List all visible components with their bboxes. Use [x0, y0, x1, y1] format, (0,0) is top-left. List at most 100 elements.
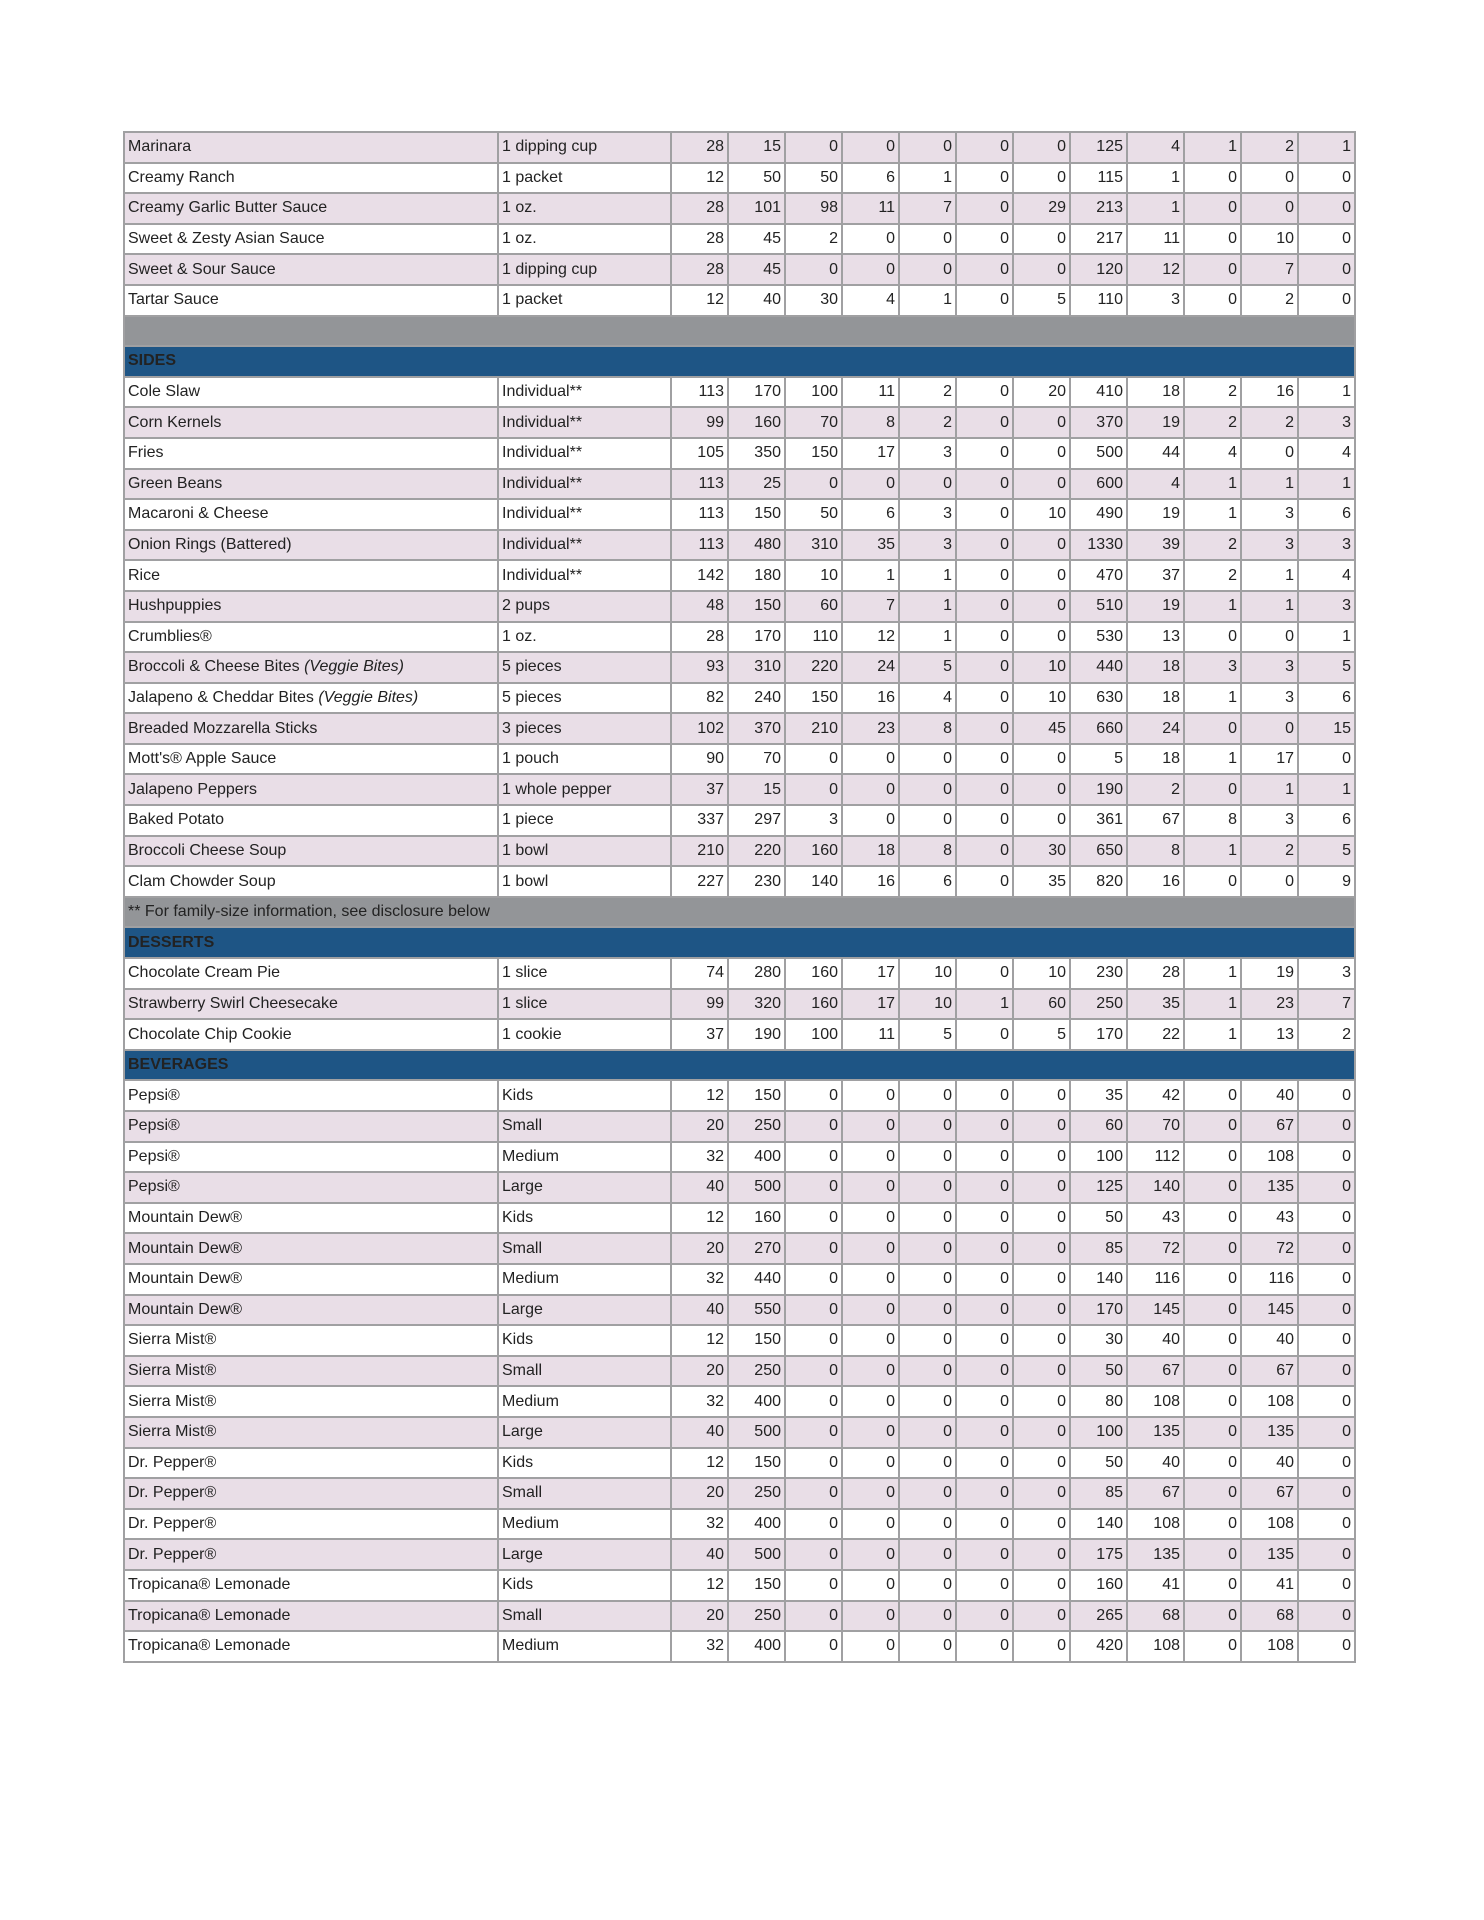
- item-name-text: Onion Rings (Battered): [128, 536, 292, 554]
- nutrient-value: 50: [1069, 1354, 1128, 1388]
- nutrient-value: 40: [1240, 1446, 1299, 1480]
- nutrient-value: 12: [670, 161, 729, 195]
- item-name: Tropicana® Lemonade: [123, 1568, 499, 1602]
- nutrient-value: 190: [1069, 773, 1128, 807]
- nutrient-value: 0: [784, 1110, 843, 1143]
- note-row: ** For family-size information, see disc…: [123, 895, 1356, 929]
- nutrient-value: 0: [1183, 1110, 1242, 1143]
- nutrient-value: 10: [1012, 651, 1071, 684]
- nutrient-value: 0: [955, 620, 1014, 654]
- nutrient-value: 0: [955, 283, 1014, 317]
- item-name-text: Tropicana® Lemonade: [128, 1637, 291, 1655]
- nutrient-value: 150: [727, 1079, 786, 1112]
- nutrient-value: 0: [1012, 1110, 1071, 1143]
- nutrient-value: 0: [955, 1171, 1014, 1204]
- item-name: Jalapeno & Cheddar Bites (Veggie Bites): [123, 681, 499, 715]
- nutrient-value: 0: [784, 1201, 843, 1235]
- nutrient-value: 4: [1183, 436, 1242, 470]
- table-row: Clam Chowder Soup 1 bowl 227 230 140 16 6 0 35 82…: [123, 865, 1356, 898]
- nutrient-value: 13: [1240, 1018, 1299, 1051]
- item-name-text: Broccoli & Cheese Bites: [128, 658, 305, 676]
- nutrient-value: 490: [1069, 498, 1128, 531]
- nutrient-value: 1: [1183, 987, 1242, 1021]
- nutrient-value: 67: [1126, 1477, 1185, 1510]
- nutrient-value: 35: [1069, 1079, 1128, 1112]
- nutrient-value: 1: [1297, 375, 1356, 409]
- nutrient-value: 12: [670, 1568, 729, 1602]
- table-row: Tropicana® Lemonade Kids 12 150 0 0 0 0 0 160 41 0 4…: [123, 1568, 1356, 1602]
- serving-size: Small: [497, 1599, 672, 1633]
- nutrient-value: 0: [1012, 1354, 1071, 1388]
- table-row: Broccoli Cheese Soup 1 bowl 210 220 160 18 8 0 3…: [123, 834, 1356, 868]
- nutrient-value: 0: [1183, 283, 1242, 317]
- item-name: Chocolate Chip Cookie: [123, 1018, 499, 1051]
- item-name: Tropicana® Lemonade: [123, 1599, 499, 1633]
- nutrient-value: 115: [1069, 161, 1128, 195]
- table-row: Chocolate Chip Cookie 1 cookie 37 190 100 11 5…: [123, 1018, 1356, 1051]
- nutrient-value: 0: [1012, 1599, 1071, 1633]
- nutrient-value: 24: [1126, 712, 1185, 745]
- nutrient-value: 0: [1183, 1477, 1242, 1510]
- nutrient-value: 400: [727, 1630, 786, 1663]
- nutrient-value: 500: [727, 1415, 786, 1449]
- nutrient-value: 8: [1126, 834, 1185, 868]
- nutrient-value: 160: [727, 1201, 786, 1235]
- nutrient-value: 0: [784, 1354, 843, 1388]
- nutrient-value: 100: [784, 1018, 843, 1051]
- table-row: Strawberry Swirl Cheesecake 1 slice 99 320 1…: [123, 987, 1356, 1021]
- nutrient-value: 0: [1183, 773, 1242, 807]
- nutrient-value: 310: [727, 651, 786, 684]
- table-row: Fries Individual** 105 350 150 17 3 0 0 500 44 4 0 4: [123, 436, 1356, 470]
- nutrient-value: 1: [1183, 131, 1242, 164]
- nutrient-value: 1: [841, 559, 900, 592]
- item-name-text: Sweet & Zesty Asian Sauce: [128, 230, 325, 248]
- nutrient-value: 0: [784, 742, 843, 776]
- nutrient-value: 3: [1297, 406, 1356, 439]
- nutrient-value: 2: [1240, 406, 1299, 439]
- table-row: Pepsi® Large 40 500 0 0 0 0 0 125 140 0 135 0: [123, 1171, 1356, 1204]
- nutrient-value: 2: [1183, 375, 1242, 409]
- serving-size: 5 pieces: [497, 651, 672, 684]
- item-name: Marinara: [123, 131, 499, 164]
- nutrient-value: 0: [784, 1232, 843, 1265]
- nutrient-value: 1: [1183, 742, 1242, 776]
- table-row: Mountain Dew® Kids 12 160 0 0 0 0 0 50 43 0 43 0: [123, 1201, 1356, 1235]
- nutrient-value: 10: [898, 987, 957, 1021]
- nutrient-value: 0: [955, 865, 1014, 898]
- nutrient-value: 0: [898, 1262, 957, 1296]
- nutrient-value: 0: [1183, 1232, 1242, 1265]
- nutrient-value: 0: [1297, 1201, 1356, 1235]
- item-name-text: Hushpuppies: [128, 597, 222, 615]
- nutrient-value: 0: [1297, 1140, 1356, 1174]
- nutrient-value: 0: [955, 1232, 1014, 1265]
- nutrient-value: 20: [670, 1599, 729, 1633]
- nutrient-value: 0: [1012, 620, 1071, 654]
- item-name: Pepsi®: [123, 1079, 499, 1112]
- item-name-text: Baked Potato: [128, 811, 225, 829]
- nutrient-value: 8: [898, 834, 957, 868]
- nutrient-value: 0: [1012, 1293, 1071, 1327]
- item-name: Hushpuppies: [123, 589, 499, 623]
- nutrient-value: 550: [727, 1293, 786, 1327]
- nutrient-value: 0: [1012, 742, 1071, 776]
- section-header-row: SIDES: [123, 345, 1356, 378]
- nutrient-value: 0: [841, 1262, 900, 1296]
- nutrient-value: 0: [1183, 1171, 1242, 1204]
- nutrient-value: 150: [784, 681, 843, 715]
- serving-size: 1 oz.: [497, 222, 672, 256]
- nutrient-value: 0: [898, 1110, 957, 1143]
- nutrient-value: 0: [1012, 1201, 1071, 1235]
- nutrient-value: 12: [670, 1079, 729, 1112]
- nutrient-value: 4: [1126, 131, 1185, 164]
- nutrient-value: 7: [1240, 253, 1299, 286]
- item-name-text: Jalapeno & Cheddar Bites: [128, 688, 319, 706]
- nutrient-value: 18: [841, 834, 900, 868]
- nutrient-value: 42: [1126, 1079, 1185, 1112]
- nutrient-value: 1: [1240, 467, 1299, 501]
- nutrient-value: 0: [955, 1293, 1014, 1327]
- nutrient-value: 70: [1126, 1110, 1185, 1143]
- nutrient-value: 2: [784, 222, 843, 256]
- nutrient-value: 0: [1183, 1293, 1242, 1327]
- nutrient-value: 0: [784, 1262, 843, 1296]
- item-name: Corn Kernels: [123, 406, 499, 439]
